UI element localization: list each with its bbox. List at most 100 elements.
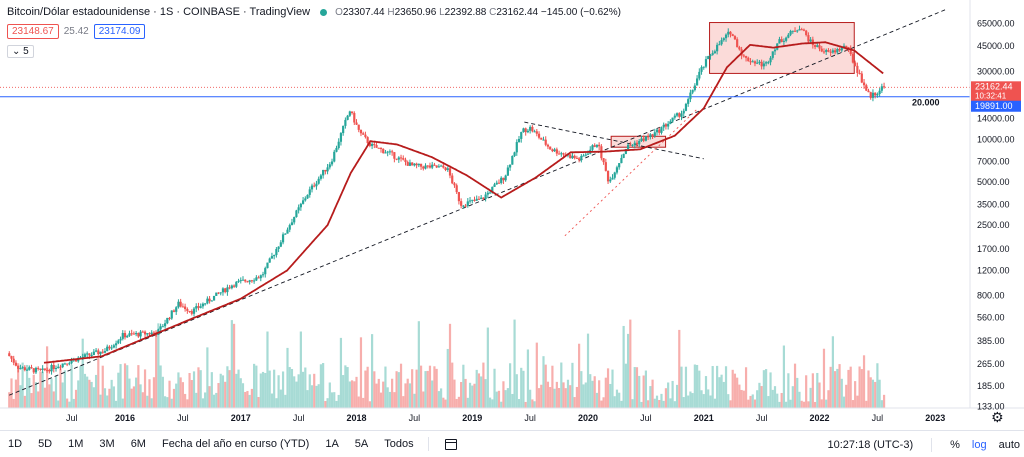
volume-bar bbox=[816, 372, 819, 408]
volume-bar bbox=[649, 386, 652, 408]
candle-body bbox=[399, 157, 403, 159]
candle-body bbox=[333, 151, 336, 162]
range-1d[interactable]: 1D bbox=[8, 438, 23, 450]
price-tick-label: 265.00 bbox=[977, 359, 1005, 369]
candle-body bbox=[10, 356, 13, 359]
volume-bar bbox=[364, 370, 367, 408]
time-tick-label: 2023 bbox=[925, 413, 945, 423]
volume-bar bbox=[747, 399, 750, 408]
range-6m[interactable]: 6M bbox=[130, 438, 146, 450]
candle-body bbox=[375, 145, 378, 148]
spread-value: 25.42 bbox=[63, 26, 89, 37]
candle-body bbox=[212, 295, 216, 301]
candle-body bbox=[602, 158, 605, 163]
symbol-title[interactable]: Bitcoin/Dólar estadounidense · 1S · COIN… bbox=[7, 6, 311, 18]
candle-body bbox=[769, 57, 772, 63]
trend-lines[interactable] bbox=[9, 8, 948, 396]
calendar-icon[interactable] bbox=[444, 438, 457, 450]
candle-body bbox=[444, 167, 447, 170]
candle-body bbox=[57, 366, 60, 368]
percent-toggle[interactable]: % bbox=[950, 438, 960, 451]
volume-bar bbox=[800, 400, 803, 408]
volume-bar bbox=[241, 383, 245, 408]
volume-bar bbox=[152, 377, 156, 408]
range-1m[interactable]: 1M bbox=[68, 438, 84, 450]
close-value: 23162.44 bbox=[496, 6, 539, 18]
volume-bar bbox=[54, 375, 58, 408]
clock-timezone[interactable]: 10:27:18 (UTC-3) bbox=[827, 438, 914, 451]
volume-bar bbox=[729, 400, 732, 408]
volume-bar bbox=[143, 369, 147, 408]
range-1y[interactable]: 1A bbox=[325, 438, 339, 450]
volume-bar bbox=[375, 383, 378, 408]
range-5d[interactable]: 5D bbox=[38, 438, 53, 450]
volume-bar bbox=[299, 331, 302, 408]
candle-body bbox=[411, 162, 414, 166]
volume-bar bbox=[602, 397, 605, 408]
volume-bar bbox=[836, 368, 839, 408]
candle-body bbox=[504, 175, 507, 181]
indicators-toggle-button[interactable]: ⌄ 5 bbox=[7, 45, 34, 58]
volume-bar bbox=[569, 385, 572, 408]
buy-button[interactable]: 23174.09 bbox=[93, 24, 146, 39]
candle-body bbox=[130, 333, 133, 335]
drawn-rectangles[interactable] bbox=[610, 22, 855, 148]
candle-body bbox=[128, 333, 131, 336]
volume-bar bbox=[464, 378, 467, 408]
volume-bar bbox=[342, 375, 345, 408]
candle-body bbox=[235, 281, 238, 287]
volume-bar bbox=[586, 333, 590, 408]
volume-bar bbox=[764, 369, 768, 408]
volume-bar bbox=[544, 364, 547, 408]
range-ytd[interactable]: Fecha del año en curso (YTD) bbox=[161, 438, 310, 450]
range-5y[interactable]: 5A bbox=[354, 438, 369, 450]
volume-bar bbox=[709, 395, 712, 408]
horizontal-line[interactable]: 20.000 bbox=[0, 86, 970, 108]
trade-buttons: 23148.67 25.42 23174.09 bbox=[7, 24, 146, 39]
market-open-icon bbox=[320, 8, 328, 16]
price-chart[interactable]: 20.000 65000.0045000.0030000.0020000.001… bbox=[0, 0, 1024, 430]
volume-bar bbox=[738, 384, 741, 408]
candle-body bbox=[250, 280, 253, 282]
volume-bar bbox=[210, 372, 213, 408]
auto-toggle[interactable]: auto bbox=[998, 438, 1020, 451]
gear-icon[interactable]: ⚙ bbox=[991, 409, 1004, 425]
candle-body bbox=[698, 71, 701, 79]
candle-body bbox=[593, 145, 596, 147]
candle-body bbox=[535, 131, 538, 134]
log-toggle[interactable]: log bbox=[971, 438, 987, 451]
time-axis[interactable]: Jul 2016 Jul 2017 Jul 2018 Jul 2019 Jul 2020 Jul 20… bbox=[66, 413, 945, 423]
volume-bar bbox=[428, 365, 432, 408]
volume-bar bbox=[535, 342, 538, 408]
sell-button[interactable]: 23148.67 bbox=[7, 24, 59, 39]
candle-body bbox=[221, 288, 225, 293]
volume-bar bbox=[687, 395, 690, 408]
volume-bar bbox=[41, 372, 44, 408]
volume-bar bbox=[446, 348, 449, 408]
candle-body bbox=[502, 177, 505, 181]
candle-body bbox=[230, 285, 233, 289]
volume-bar bbox=[511, 393, 514, 408]
volume-bar bbox=[404, 383, 407, 408]
volume-bar bbox=[571, 362, 574, 408]
candle-body bbox=[520, 132, 523, 139]
candle-body bbox=[306, 194, 309, 199]
volume-bar bbox=[671, 380, 674, 408]
volume-bar bbox=[181, 382, 184, 408]
candle-body bbox=[707, 56, 710, 60]
volume-bar bbox=[811, 373, 814, 408]
candle-body bbox=[204, 303, 207, 305]
candle-body bbox=[604, 162, 607, 171]
volume-bar bbox=[502, 381, 505, 408]
candle-body bbox=[39, 368, 42, 370]
volume-bar bbox=[339, 337, 343, 408]
volume-bar bbox=[25, 364, 29, 408]
candle-body bbox=[742, 55, 745, 57]
candle-body bbox=[691, 90, 694, 93]
range-all[interactable]: Todos bbox=[384, 438, 414, 450]
candle-body bbox=[119, 338, 122, 341]
volume-bar bbox=[132, 386, 136, 408]
range-3m[interactable]: 3M bbox=[99, 438, 115, 450]
price-tick-label: 1200.00 bbox=[977, 265, 1010, 275]
volume-bar bbox=[462, 364, 465, 408]
